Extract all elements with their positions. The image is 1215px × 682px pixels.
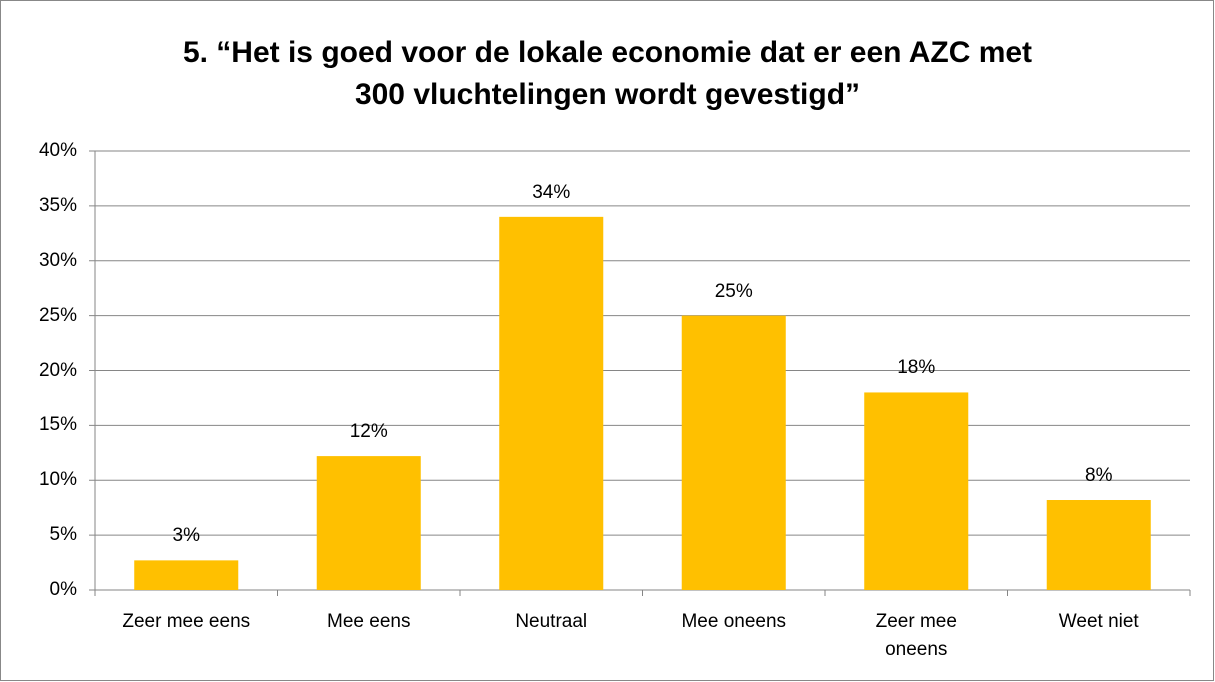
bar	[316, 456, 421, 590]
bar	[1046, 500, 1151, 590]
x-tick-label: Weet niet	[1058, 611, 1139, 632]
bar	[499, 216, 604, 590]
y-tick-label: 35%	[38, 194, 77, 216]
y-tick-label: 25%	[38, 304, 77, 326]
y-tick-label: 10%	[38, 469, 77, 491]
bar	[134, 560, 239, 590]
x-tick-label: Mee eens	[327, 611, 411, 632]
y-tick-label: 5%	[49, 524, 77, 546]
chart-title: 5. “Het is goed voor de lokale economie …	[182, 36, 1033, 69]
chart-title: 300 vluchtelingen wordt gevestigd”	[354, 78, 861, 111]
x-tick-label: Mee oneens	[681, 611, 787, 632]
bar	[864, 392, 969, 590]
y-tick-label: 40%	[38, 140, 77, 161]
y-tick-label: 30%	[38, 249, 77, 271]
data-label: 18%	[897, 357, 936, 379]
data-label: 12%	[349, 421, 388, 443]
data-label: 8%	[1085, 465, 1113, 486]
x-tick-label: Zeer mee oneens	[875, 611, 957, 660]
x-tick-label: Neutraal	[515, 611, 588, 632]
data-label: 34%	[532, 181, 571, 203]
data-label: 25%	[714, 280, 753, 302]
x-tick-label: Zeer mee eens	[122, 611, 251, 632]
y-tick-label: 15%	[38, 414, 77, 436]
y-tick-label: 20%	[38, 359, 77, 381]
bar	[681, 315, 786, 590]
y-tick-label: 0%	[49, 579, 77, 600]
data-label: 3%	[172, 525, 200, 547]
